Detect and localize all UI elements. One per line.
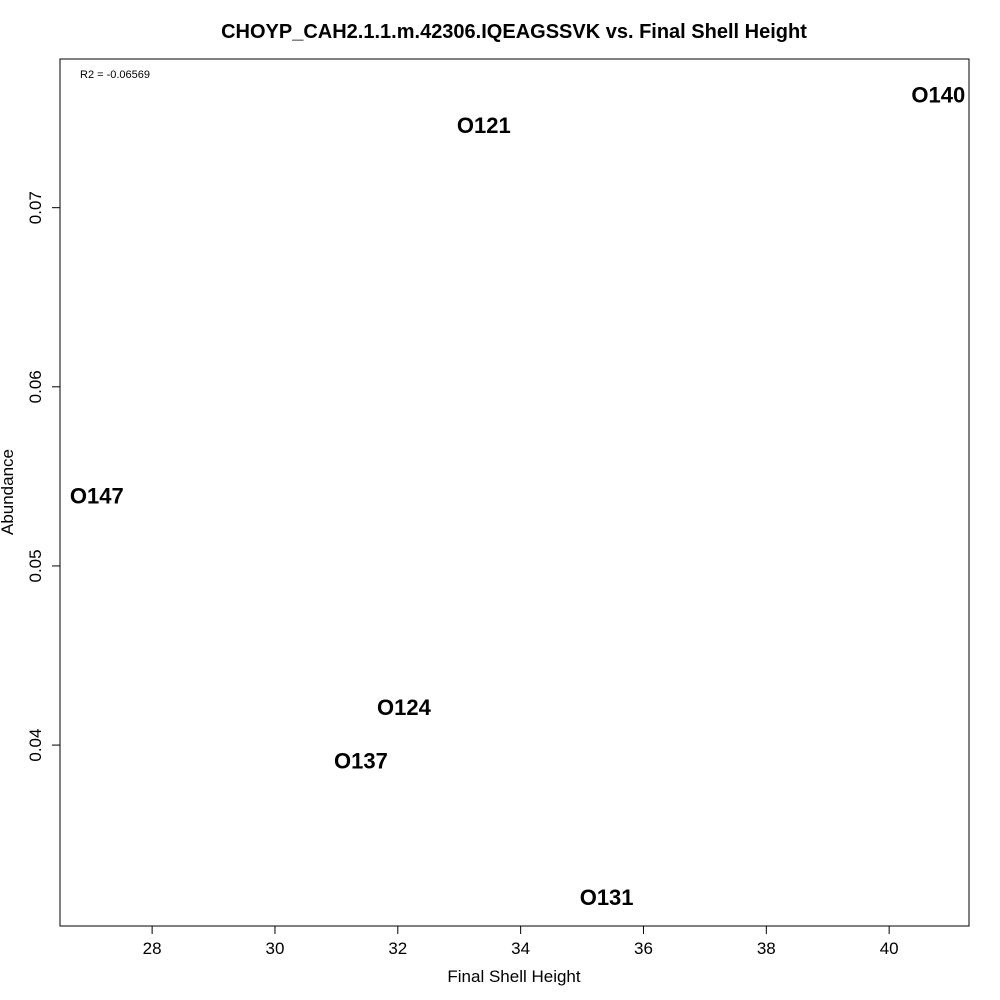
data-points: O140 O121 O147 O124 O137 O131: [70, 82, 965, 910]
plot-frame: [59, 58, 970, 927]
point-label-o131: O131: [580, 885, 634, 910]
x-tick-label: 40: [880, 939, 899, 958]
point-label-o147: O147: [70, 484, 124, 509]
y-tick-label: 0.04: [26, 729, 45, 762]
point-label-o121: O121: [457, 113, 511, 138]
x-tick-label: 36: [634, 939, 653, 958]
r2-annotation: R2 = -0.06569: [80, 69, 150, 81]
x-tick-label: 38: [757, 939, 776, 958]
x-axis-ticks: 28 30 32 34 36 38 40: [143, 926, 899, 958]
x-axis-label: Final Shell Height: [447, 967, 581, 986]
x-tick-label: 30: [266, 939, 285, 958]
point-label-o137: O137: [334, 749, 388, 774]
point-label-o140: O140: [911, 82, 965, 107]
y-tick-label: 0.05: [26, 549, 45, 582]
y-tick-label: 0.06: [26, 370, 45, 403]
y-tick-label: 0.07: [26, 191, 45, 224]
chart-title: CHOYP_CAH2.1.1.m.42306.IQEAGSSVK vs. Fin…: [221, 21, 807, 43]
x-tick-label: 32: [388, 939, 407, 958]
y-axis-label: Abundance: [0, 449, 17, 535]
y-axis-ticks: 0.04 0.05 0.06 0.07: [26, 191, 60, 762]
x-tick-label: 28: [143, 939, 162, 958]
point-label-o124: O124: [377, 695, 432, 720]
x-tick-label: 34: [511, 939, 530, 958]
